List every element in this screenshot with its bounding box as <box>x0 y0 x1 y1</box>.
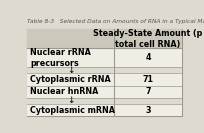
Text: 7: 7 <box>145 87 151 96</box>
Text: Cytoplasmic rRNA: Cytoplasmic rRNA <box>30 75 111 84</box>
Text: 71: 71 <box>143 75 154 84</box>
Bar <box>27 29 182 48</box>
Text: Nuclear rRNA
precursors: Nuclear rRNA precursors <box>30 48 91 68</box>
Bar <box>27 48 182 67</box>
Bar <box>27 73 182 86</box>
Text: ↓: ↓ <box>67 66 74 75</box>
Bar <box>27 98 182 104</box>
Bar <box>27 67 182 73</box>
Text: ↓: ↓ <box>67 96 74 105</box>
Text: Nuclear hnRNA: Nuclear hnRNA <box>30 87 99 96</box>
Text: 4: 4 <box>145 53 151 62</box>
Text: Steady-State Amount (p
total cell RNA): Steady-State Amount (p total cell RNA) <box>93 29 203 49</box>
Bar <box>27 86 182 98</box>
Text: Table 8-3   Selected Data on Amounts of RNA in a Typical Mammalian Cell: Table 8-3 Selected Data on Amounts of RN… <box>27 19 204 24</box>
Text: 3: 3 <box>145 105 151 115</box>
Bar <box>27 104 182 116</box>
Bar <box>27 29 182 116</box>
Text: Cytoplasmic mRNA: Cytoplasmic mRNA <box>30 105 115 115</box>
